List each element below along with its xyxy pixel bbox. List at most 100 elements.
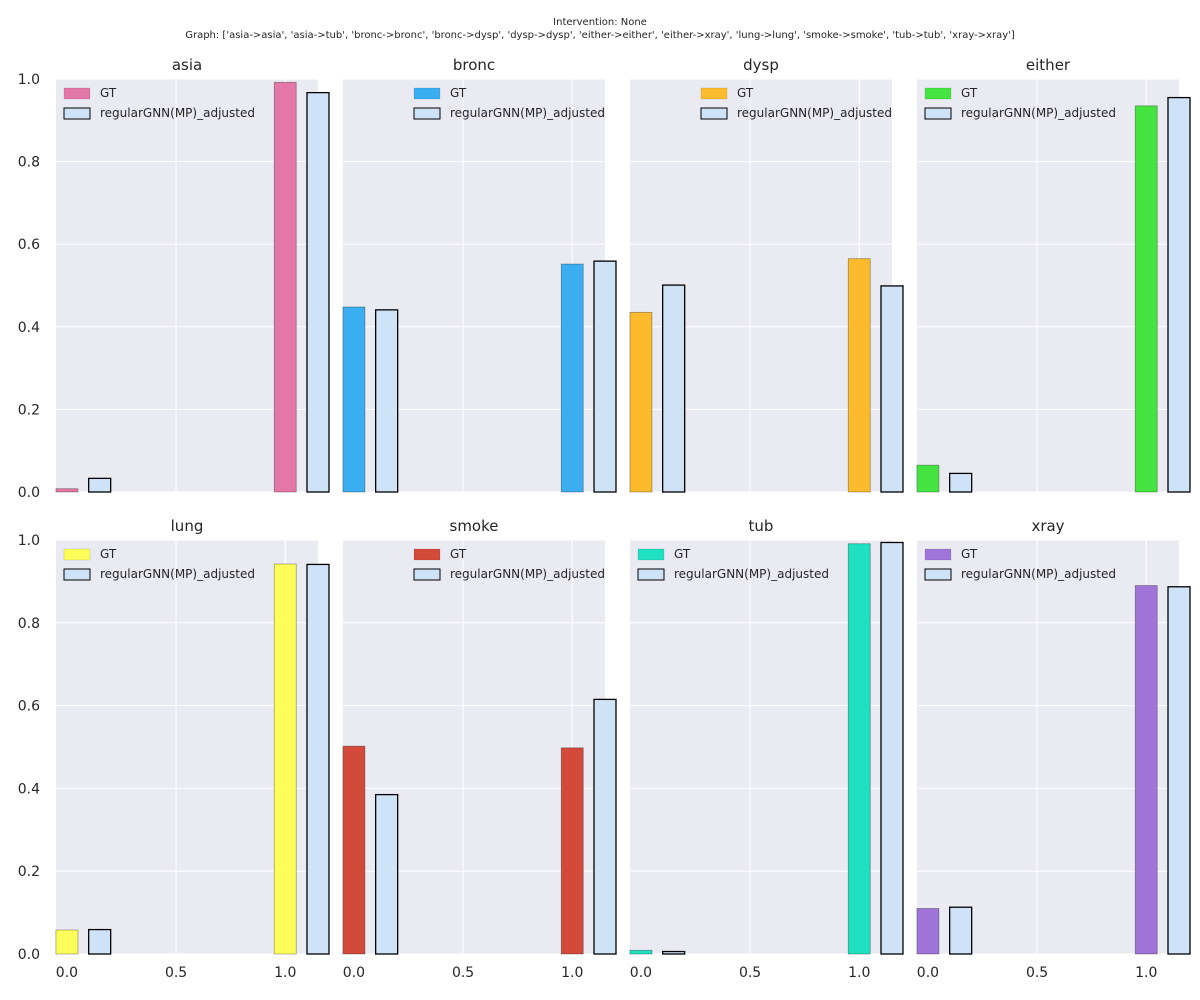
legend-swatch-prediction (637, 568, 665, 581)
prediction-bar (662, 950, 686, 955)
legend-label-gt: GT (961, 547, 978, 561)
gt-bar (916, 908, 940, 955)
y-tick-label: 0.0 (18, 485, 40, 501)
legend-label-gt: GT (737, 86, 754, 100)
figure-title-graph: Graph: ['asia->asia', 'asia->tub', 'bron… (185, 30, 1015, 41)
subplot-title: bronc (453, 56, 495, 74)
legend-swatch-gt (413, 87, 441, 100)
subplot-title: dysp (743, 56, 779, 74)
subplot-bronc: bronc GT regularGNN(MP)_adjusted (342, 56, 617, 493)
prediction-bar (662, 284, 686, 493)
legend-label-prediction: regularGNN(MP)_adjusted (737, 106, 892, 120)
y-tick-label: 0.4 (18, 320, 40, 336)
y-tick-label: 1.0 (18, 72, 40, 88)
legend-swatch-prediction (924, 568, 952, 581)
prediction-bar (880, 541, 904, 955)
legend-swatch-gt (63, 548, 91, 561)
legend-label-prediction: regularGNN(MP)_adjusted (450, 567, 605, 581)
legend-swatch-prediction (63, 107, 91, 120)
y-tick-label: 0.8 (18, 616, 40, 632)
legend-label-gt: GT (100, 86, 117, 100)
legend-label-prediction: regularGNN(MP)_adjusted (100, 106, 255, 120)
y-tick-label: 0.0 (18, 947, 40, 963)
legend-label-prediction: regularGNN(MP)_adjusted (100, 567, 255, 581)
prediction-bar (88, 477, 112, 493)
subplot-xray: xray GT regularGNN(MP)_adjusted 0.0 0.5 1.0 (916, 517, 1191, 981)
legend-label-prediction: regularGNN(MP)_adjusted (961, 106, 1116, 120)
prediction-bar (880, 285, 904, 493)
legend-swatch-gt (700, 87, 728, 100)
subplot-dysp: dysp GT regularGNN(MP)_adjusted (629, 56, 904, 493)
y-tick-label: 0.8 (18, 155, 40, 171)
x-tick-label: 0.0 (630, 965, 652, 981)
legend-swatch-gt (63, 87, 91, 100)
subplot-either: either GT regularGNN(MP)_adjusted (916, 56, 1191, 493)
subplot-tub: tub GT regularGNN(MP)_adjusted 0.0 0.5 1.0 (629, 517, 904, 981)
gt-bar (847, 258, 871, 493)
y-tick-label: 0.2 (18, 864, 40, 880)
prediction-bar (1167, 586, 1191, 955)
legend-label-gt: GT (450, 547, 467, 561)
y-tick-label: 0.6 (18, 699, 40, 715)
y-tick-label: 1.0 (18, 533, 40, 549)
subplot-title: asia (172, 56, 202, 74)
x-tick-label: 0.0 (343, 965, 365, 981)
legend-swatch-prediction (700, 107, 728, 120)
prediction-bar (1167, 96, 1191, 493)
prediction-bar (306, 563, 330, 955)
legend-swatch-gt (924, 87, 952, 100)
x-tick-label: 0.5 (452, 965, 474, 981)
subplot-title: either (1026, 56, 1071, 74)
gt-bar (1134, 585, 1158, 955)
gt-bar (847, 543, 871, 955)
gt-bar (55, 488, 79, 493)
x-tick-label: 0.0 (56, 965, 78, 981)
y-tick-label: 0.6 (18, 237, 40, 253)
subplot-title: tub (749, 517, 774, 535)
subplot-title: smoke (450, 517, 499, 535)
subplot-title: lung (171, 517, 204, 535)
legend-swatch-prediction (63, 568, 91, 581)
gt-bar (342, 745, 366, 955)
x-tick-label: 0.5 (739, 965, 761, 981)
legend-label-gt: GT (961, 86, 978, 100)
legend-label-gt: GT (674, 547, 691, 561)
subplot-smoke: smoke GT regularGNN(MP)_adjusted 0.0 0.5 1.0 (342, 517, 617, 981)
x-tick-label: 1.0 (561, 965, 583, 981)
legend-label-prediction: regularGNN(MP)_adjusted (961, 567, 1116, 581)
prediction-bar (593, 260, 617, 493)
legend-label-gt: GT (450, 86, 467, 100)
legend-swatch-gt (637, 548, 665, 561)
prediction-bar (593, 698, 617, 955)
x-tick-label: 1.0 (848, 965, 870, 981)
gt-bar (560, 747, 584, 955)
prediction-bar (88, 928, 112, 955)
prediction-bar (949, 472, 973, 493)
gt-bar (629, 311, 653, 493)
x-tick-label: 0.0 (917, 965, 939, 981)
legend-swatch-gt (413, 548, 441, 561)
legend-swatch-prediction (413, 107, 441, 120)
legend-label-prediction: regularGNN(MP)_adjusted (450, 106, 605, 120)
subplot-lung: lung GT regularGNN(MP)_adjusted 0.0 0.2 0.4 0.… (18, 517, 330, 981)
x-tick-label: 1.0 (274, 965, 296, 981)
gt-bar (560, 263, 584, 493)
prediction-bar (949, 906, 973, 955)
gt-bar (342, 306, 366, 493)
prediction-bar (375, 309, 399, 493)
gt-bar (273, 563, 297, 955)
subplot-title: xray (1031, 517, 1064, 535)
y-tick-label: 0.2 (18, 402, 40, 418)
legend-label-prediction: regularGNN(MP)_adjusted (674, 567, 829, 581)
y-tick-label: 0.4 (18, 781, 40, 797)
gt-bar (55, 929, 79, 955)
gt-bar (629, 949, 653, 955)
x-tick-label: 0.5 (165, 965, 187, 981)
figure-title-intervention: Intervention: None (553, 17, 647, 28)
legend-swatch-prediction (924, 107, 952, 120)
legend-label-gt: GT (100, 547, 117, 561)
x-tick-label: 0.5 (1026, 965, 1048, 981)
gt-bar (273, 81, 297, 493)
legend-swatch-prediction (413, 568, 441, 581)
